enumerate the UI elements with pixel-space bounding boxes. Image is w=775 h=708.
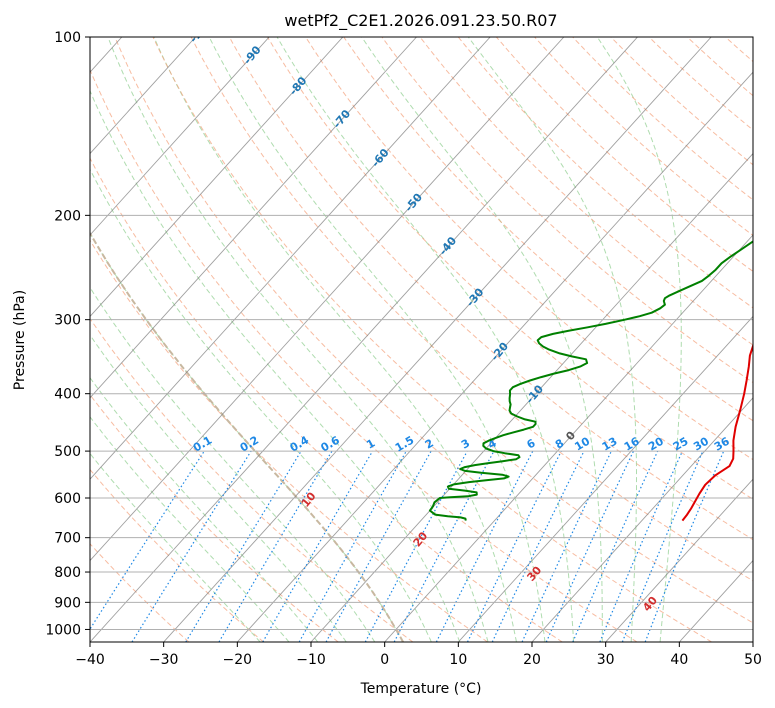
plot-frame (89, 36, 754, 643)
mixing-ratio-line (435, 450, 534, 642)
dry-adiabat-line (90, 468, 264, 642)
dry-adiabat-line (305, 37, 753, 461)
dry-adiabat-line (572, 37, 753, 201)
y-tick-label: 600 (54, 491, 81, 507)
wet-bulb-curve (90, 231, 404, 642)
x-axis-label: Temperature (°C) (360, 681, 482, 697)
dewpoint-series-line (428, 240, 753, 521)
moist-adiabat-line (90, 416, 290, 642)
moist-adiabat-line (361, 37, 603, 642)
dry-adiabat-line (90, 68, 638, 642)
isotherm-line (90, 37, 270, 236)
moist-adiabat-line (90, 334, 347, 642)
x-tick-label: 30 (597, 652, 615, 668)
isotherm-line (531, 397, 753, 642)
isotherm-line (90, 37, 417, 399)
dry-adiabat-line (90, 157, 563, 642)
x-tick-label: 20 (523, 652, 541, 668)
isotherm-line (90, 37, 196, 155)
y-tick-label: 400 (54, 387, 81, 403)
isotherms (90, 37, 753, 642)
plot-area (90, 37, 753, 642)
y-axis: 100 200 300 400 500 600 700 800 900 1000 (45, 30, 90, 638)
moist-adiabat-line (208, 37, 546, 642)
pressure-gridlines (90, 37, 753, 630)
mixing-ratio-line (599, 450, 683, 642)
dry-adiabat-line (267, 37, 753, 500)
mixing-ratio-line (466, 450, 562, 642)
moist-adiabat-line (596, 37, 682, 642)
x-tick-label: −30 (149, 652, 179, 668)
mixing-ratio-lines (90, 450, 725, 642)
y-tick-label: 700 (54, 531, 81, 547)
isotherm-line (310, 152, 753, 642)
moist-adiabat-line (467, 37, 637, 642)
mixing-ratio-line (325, 450, 432, 642)
dry-adiabat-line (114, 37, 712, 642)
isotherm-line (457, 315, 753, 642)
dry-adiabat-line (381, 37, 753, 384)
temperature-series-line (681, 343, 753, 522)
y-tick-label: 200 (54, 208, 81, 224)
moist-adiabat-line (90, 286, 376, 642)
y-tick-label: 1000 (45, 622, 81, 638)
mixing-ratio-line (90, 450, 205, 631)
dry-adiabat-line (90, 393, 339, 642)
dry-adiabat-line (152, 37, 753, 624)
dry-adiabats (90, 37, 753, 642)
mixing-ratio-line (621, 450, 704, 642)
dry-adiabat-line (90, 239, 488, 642)
x-tick-label: −40 (75, 652, 105, 668)
moist-adiabat-line (90, 452, 261, 642)
y-tick-label: 800 (54, 565, 81, 581)
chart-title: wetPf2_C2E1.2026.091.23.50.R07 (284, 11, 557, 31)
x-tick-label: 0 (380, 652, 389, 668)
isotherm-line (236, 71, 753, 642)
y-tick-label: 900 (54, 595, 81, 611)
moist-adiabat-line (276, 37, 575, 642)
y-tick-label: 300 (54, 313, 81, 329)
x-tick-label: 50 (744, 652, 762, 668)
mixing-ratio-line (185, 450, 302, 642)
isotherm-line (90, 37, 491, 480)
x-tick-label: 10 (449, 652, 467, 668)
dry-adiabat-line (419, 37, 753, 346)
mixing-ratio-line (644, 450, 725, 642)
isotherm-line (90, 37, 344, 318)
mixing-ratio-line (298, 450, 407, 642)
isotherm-line (90, 37, 638, 642)
dry-adiabat-line (190, 37, 753, 582)
x-tick-label: −20 (223, 652, 253, 668)
moist-adiabat-line (90, 168, 432, 642)
y-tick-label: 500 (54, 444, 81, 460)
moist-adiabat-line (90, 89, 461, 642)
dry-adiabat-line (90, 317, 414, 642)
wet-bulb-zero-line (90, 231, 404, 642)
y-tick-label: 100 (54, 30, 81, 46)
mixing-ratio-line (572, 450, 659, 642)
isotherm-line (384, 234, 753, 642)
x-axis: −40 −30 −20 −10 0 10 20 30 40 50 (75, 642, 762, 668)
dry-adiabat-line (496, 37, 753, 273)
mixing-ratio-line (364, 450, 468, 642)
x-tick-label: −10 (296, 652, 326, 668)
profile-series (428, 240, 753, 522)
dry-adiabat-line (228, 37, 753, 541)
isotherm-line (163, 37, 712, 642)
isotherm-line (90, 37, 565, 562)
x-tick-label: 40 (670, 652, 688, 668)
isotherm-line (605, 478, 753, 642)
y-axis-label: Pressure (hPa) (12, 290, 28, 390)
moist-adiabat-line (153, 37, 517, 642)
